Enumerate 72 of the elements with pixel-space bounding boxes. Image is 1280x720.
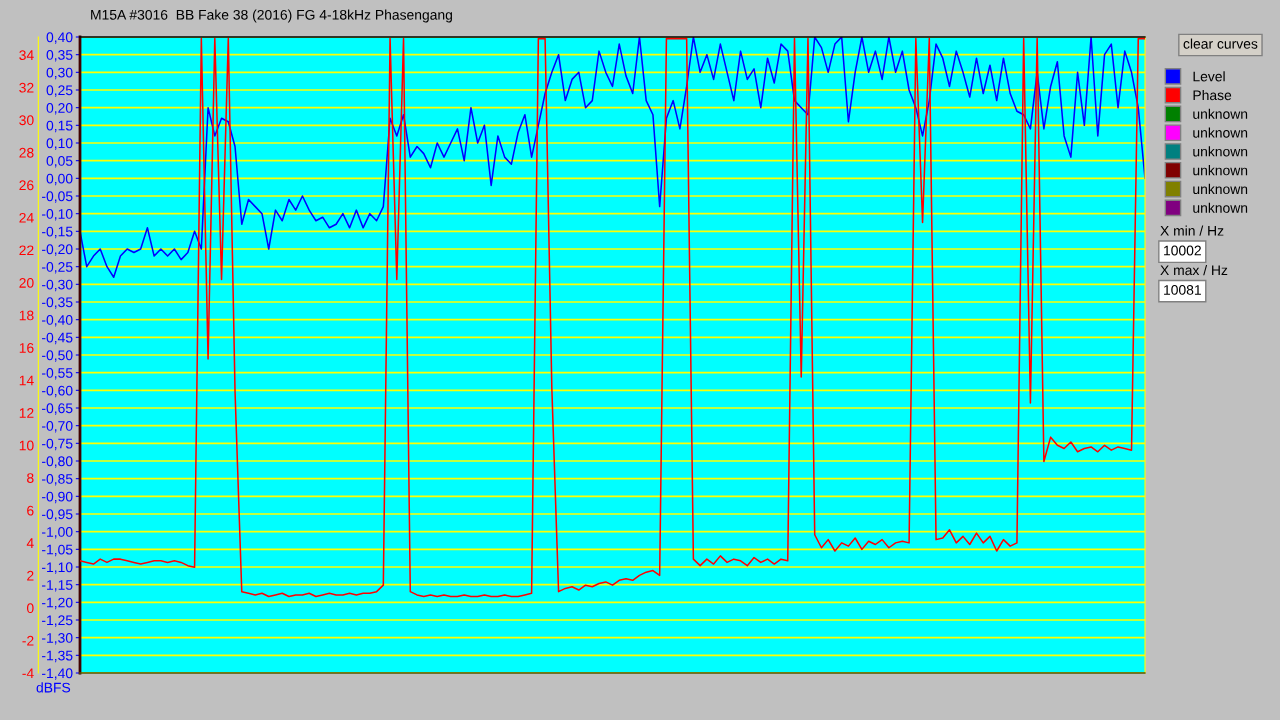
y2-tick-label: 28 xyxy=(19,147,34,158)
y2-tick-label: -2 xyxy=(22,635,34,646)
y2-tick-label: 34 xyxy=(19,50,34,61)
y-tick-label: -0,20 xyxy=(42,244,73,256)
y2-tick-label: 24 xyxy=(19,212,34,223)
y2-tick-label: 12 xyxy=(19,408,34,418)
legend-label: Phase xyxy=(1193,89,1232,101)
y-tick-label: -0,55 xyxy=(42,368,73,380)
legend-label: unknown xyxy=(1193,127,1248,138)
y-tick-label: -0,35 xyxy=(42,297,73,309)
y-tick-label: -0,60 xyxy=(42,385,73,398)
y-tick-label: 0,40 xyxy=(46,32,73,44)
y-tick-label: -0,30 xyxy=(42,279,73,292)
y2-tick-label: 20 xyxy=(19,277,34,288)
y-tick-label: -1,30 xyxy=(42,633,73,645)
y-tick-label: -1,10 xyxy=(42,562,73,574)
text: 10002 xyxy=(1164,245,1201,256)
y-tick-label: -0,90 xyxy=(42,491,73,504)
y2-tick-label: -4 xyxy=(22,668,34,679)
y2-tick-label: 4 xyxy=(26,538,34,548)
chart-title: M15A #3016 BB Fake 38 (2016) FG 4-18kHz Phasengang xyxy=(91,9,452,23)
y-tick-label: -0,80 xyxy=(42,456,73,468)
y-tick-label: 0,25 xyxy=(46,85,73,97)
y-tick-label: 0,10 xyxy=(46,138,73,150)
y-tick-label: -1,40 xyxy=(42,668,73,680)
y-axis-title: dBFS xyxy=(36,682,71,693)
text: 10081 xyxy=(1164,284,1201,295)
y-tick-label: -0,05 xyxy=(42,191,73,203)
y2-tick-label: 6 xyxy=(27,505,34,516)
text: clear curves xyxy=(1183,38,1258,49)
y-tick-label: -0,15 xyxy=(42,226,73,239)
legend-label: unknown xyxy=(1193,165,1248,176)
y2-tick-label: 30 xyxy=(19,115,34,126)
y-tick-label: 0,30 xyxy=(46,67,73,80)
y-tick-label: -0,75 xyxy=(42,438,73,451)
y-tick-label: -0,85 xyxy=(42,474,73,486)
legend-label: unknown xyxy=(1193,202,1248,213)
y-tick-label: -1,35 xyxy=(42,650,73,663)
y-tick-label: 0,20 xyxy=(46,103,73,115)
y-tick-label: 0,05 xyxy=(46,156,73,168)
y-tick-label: -1,05 xyxy=(42,544,73,557)
text: X min / Hz xyxy=(1160,225,1224,236)
y-tick-label: -0,65 xyxy=(42,403,73,415)
y-tick-label: -0,40 xyxy=(42,315,73,327)
y-tick-label: -0,25 xyxy=(42,262,73,274)
y-tick-label: -0,95 xyxy=(42,509,73,521)
y2-tick-label: 18 xyxy=(19,310,34,321)
y-tick-label: -0,70 xyxy=(42,421,73,433)
y2-tick-label: 2 xyxy=(27,570,34,581)
y-tick-label: -1,00 xyxy=(42,527,73,539)
y-tick-label: -1,20 xyxy=(42,597,73,610)
legend-label: unknown xyxy=(1193,108,1248,119)
y-tick-label: -1,25 xyxy=(42,615,73,627)
y2-tick-label: 16 xyxy=(19,343,34,353)
y2-tick-label: 22 xyxy=(19,245,34,256)
y2-tick-label: 26 xyxy=(19,180,34,191)
legend-label: unknown xyxy=(1193,146,1248,157)
text: X max / Hz xyxy=(1160,264,1228,276)
y-tick-label: 0,35 xyxy=(46,50,73,62)
y-tick-label: 0,15 xyxy=(46,120,73,133)
y2-tick-label: 10 xyxy=(19,440,34,451)
legend-label: Level xyxy=(1193,71,1225,82)
y2-tick-label: 32 xyxy=(19,82,34,93)
legend-label: unknown xyxy=(1193,183,1248,195)
y-tick-label: -1,15 xyxy=(42,580,73,592)
y-tick-label: -0,45 xyxy=(42,332,73,345)
y-tick-label: -0,50 xyxy=(42,350,73,362)
y-tick-label: -0,10 xyxy=(42,209,73,221)
y2-tick-label: 14 xyxy=(19,375,34,386)
y2-tick-label: 0 xyxy=(26,603,34,614)
y-tick-label: 0,00 xyxy=(46,173,73,186)
y2-tick-label: 8 xyxy=(27,473,34,483)
